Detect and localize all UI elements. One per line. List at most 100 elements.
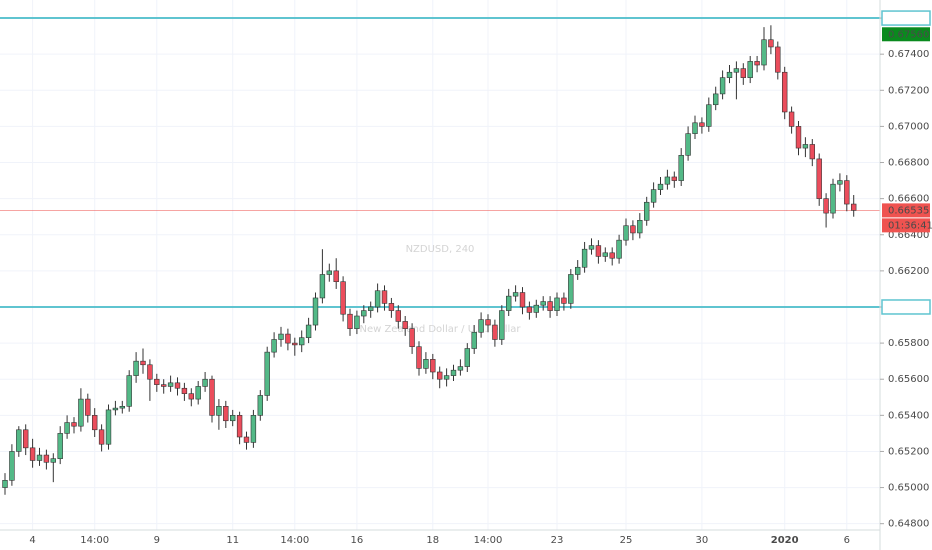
candle-body <box>167 382 174 387</box>
candle-body <box>643 201 650 221</box>
candle-body <box>719 77 726 95</box>
x-tick-label: 18 <box>426 535 439 546</box>
candle-body <box>22 429 29 449</box>
candle-body <box>823 198 829 214</box>
candle-body <box>298 337 305 346</box>
candle-body <box>202 378 208 387</box>
candle-body <box>423 359 429 369</box>
candle-body <box>2 480 8 488</box>
candle-body <box>243 436 250 443</box>
candle-body <box>381 290 388 304</box>
candle-body <box>367 306 374 311</box>
high-marker-box <box>882 27 930 42</box>
y-tick-label: 0.66600 <box>888 194 929 205</box>
y-tick-label: 0.66400 <box>888 230 929 241</box>
candle-body <box>747 61 753 78</box>
candle-body <box>499 310 505 340</box>
x-tick-label: 14:00 <box>280 535 309 546</box>
candle-body <box>312 297 319 326</box>
x-tick-label: 16 <box>351 535 364 546</box>
y-tick-label: 0.65000 <box>888 483 929 494</box>
candle-body <box>430 359 436 373</box>
candle-body <box>347 313 353 329</box>
candle-body <box>630 225 636 234</box>
candle-body <box>181 387 188 394</box>
y-tick-label: 0.65200 <box>888 446 929 457</box>
x-tick-label: 2020 <box>771 535 799 546</box>
candle-body <box>209 378 215 416</box>
high-marker-label: 0.67560 <box>888 29 929 40</box>
candle-body <box>340 281 346 315</box>
candle-body <box>561 297 567 304</box>
candle-body <box>816 158 822 199</box>
candle-body <box>574 266 581 275</box>
candle-body <box>71 422 77 427</box>
candle-body <box>105 409 112 445</box>
candle-body <box>374 290 381 308</box>
candle-body <box>768 39 774 48</box>
candle-body <box>402 321 408 329</box>
candle-body <box>712 93 719 106</box>
candle-body <box>754 61 760 66</box>
candle-body <box>837 180 843 185</box>
x-tick-label: 6 <box>844 535 850 546</box>
candle-body <box>50 458 57 463</box>
candle-body <box>174 382 181 389</box>
candle-body <box>36 454 43 461</box>
candle-body <box>292 342 298 346</box>
candle-body <box>581 248 588 268</box>
x-axis-panel <box>0 530 880 550</box>
x-tick-label: 14:00 <box>474 535 503 546</box>
candle-body <box>595 245 602 257</box>
line-marker-box <box>881 299 931 315</box>
candle-body <box>257 395 263 416</box>
x-tick-label: 11 <box>226 535 239 546</box>
candle-body <box>471 331 477 349</box>
candle-body <box>147 364 153 380</box>
candle-body <box>844 180 850 205</box>
x-tick-label: 9 <box>154 535 160 546</box>
candle-body <box>119 406 126 409</box>
candle-body <box>457 366 464 371</box>
x-tick-label: 4 <box>29 535 35 546</box>
x-tick-label: 30 <box>696 535 709 546</box>
candle-body <box>450 369 457 376</box>
y-tick-label: 0.64800 <box>888 519 929 530</box>
candle-body <box>285 333 291 344</box>
candle-body <box>664 176 671 185</box>
candle-body <box>333 270 339 283</box>
candle-body <box>685 133 691 156</box>
candle-body <box>526 306 533 313</box>
y-tick-label: 0.66800 <box>888 158 929 169</box>
candle-body <box>16 429 22 452</box>
price-box <box>882 203 930 218</box>
candle-body <box>588 245 595 250</box>
candle-body <box>140 360 146 366</box>
candle-body <box>92 415 98 431</box>
candle-body <box>388 303 395 311</box>
candle-body <box>830 183 836 214</box>
candle-body <box>568 274 574 304</box>
candle-body <box>64 422 70 434</box>
candle-body <box>519 292 526 308</box>
candle-body <box>98 429 105 445</box>
candle-body <box>547 301 553 311</box>
candle-body <box>512 292 519 297</box>
candle-body <box>154 378 160 385</box>
candle-body <box>250 415 257 443</box>
candle-body <box>692 122 698 134</box>
candle-body <box>795 126 802 149</box>
candle-body <box>733 68 740 73</box>
candle-body <box>443 375 450 380</box>
candle-body <box>850 203 857 211</box>
y-tick-label: 0.65600 <box>888 374 929 385</box>
y-tick-label: 0.67000 <box>888 121 929 132</box>
y-tick-label: 0.67400 <box>888 49 929 60</box>
candle-body <box>540 301 546 306</box>
candle-body <box>436 371 443 380</box>
candle-body <box>354 315 360 329</box>
y-tick-label: 0.65400 <box>888 410 929 421</box>
candle-body <box>740 68 747 78</box>
candle-body <box>230 415 236 422</box>
candle-body <box>78 398 84 427</box>
